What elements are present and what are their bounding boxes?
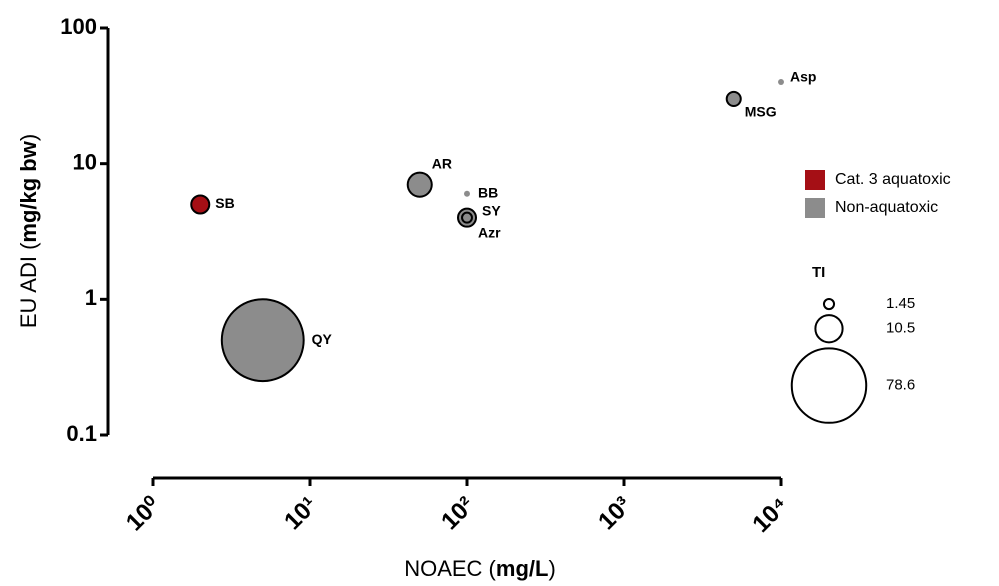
x-title-part: NOAEC ( <box>404 556 496 581</box>
x-tick-label: 10⁴ <box>747 492 793 538</box>
y-tick-label: 1 <box>85 285 97 310</box>
point-label: AR <box>432 155 452 171</box>
point-label: MSG <box>745 104 777 120</box>
y-tick-label: 0.1 <box>66 421 97 446</box>
legend-swatch <box>805 198 825 218</box>
x-tick-label: 10³ <box>593 492 637 536</box>
y-tick-label: 100 <box>60 14 97 39</box>
size-legend-circle <box>814 314 844 344</box>
x-title-unit: mg/L <box>496 556 549 581</box>
size-legend-label: 78.6 <box>886 377 915 394</box>
x-tick-label: 10¹ <box>279 492 323 536</box>
point-label: QY <box>312 331 333 347</box>
x-title-part: ) <box>548 556 555 581</box>
legend-label: Non-aquatoxic <box>835 199 938 216</box>
point-label: Asp <box>790 69 816 85</box>
legend-label: Cat. 3 aquatoxic <box>835 171 951 188</box>
point-label: SB <box>215 195 234 211</box>
point-label: SY <box>482 202 501 218</box>
y-title-unit: mg/kg bw <box>16 140 41 242</box>
bubble <box>725 90 742 107</box>
x-tick-label: 10² <box>436 492 480 536</box>
size-legend-circle <box>790 347 868 424</box>
y-tick-label: 10 <box>73 149 97 174</box>
size-legend-circle <box>822 298 836 311</box>
legend-swatch <box>805 170 825 190</box>
bubble <box>220 298 305 383</box>
x-axis-title: NOAEC (mg/L) <box>404 556 556 581</box>
bubble <box>190 194 211 215</box>
point-label: Azr <box>478 224 501 240</box>
bubble <box>406 171 433 198</box>
size-legend-label: 10.5 <box>886 320 915 337</box>
size-legend-title: TI <box>812 264 825 281</box>
point-label: BB <box>478 184 498 200</box>
bubble <box>464 190 470 197</box>
bubble <box>778 79 784 85</box>
y-axis-title: EU ADI (mg/kg bw) <box>16 134 41 328</box>
y-title-part: ) <box>16 134 41 141</box>
y-title-part: EU ADI ( <box>16 242 41 328</box>
bubble <box>461 211 473 224</box>
x-tick-label: 10⁰ <box>121 491 166 536</box>
size-legend-label: 1.45 <box>886 295 915 312</box>
